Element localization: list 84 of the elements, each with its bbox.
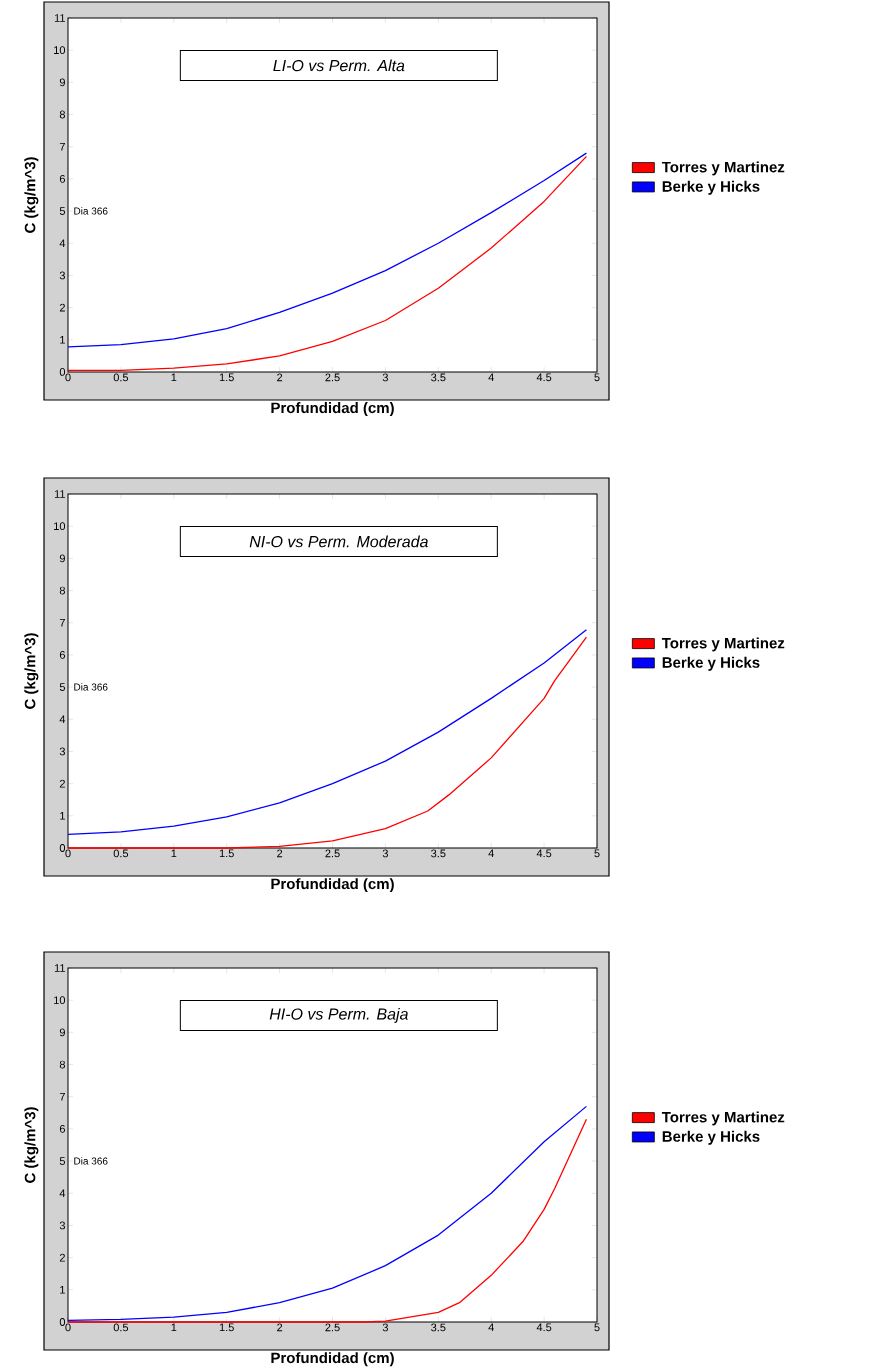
y-axis-title: C (kg/m^3) (24, 1107, 39, 1183)
x-tick-label: 4.5 (536, 1323, 552, 1332)
y-tick-label: 8 (59, 586, 65, 595)
y-tick-label: 11 (54, 490, 65, 498)
annotation: Dia 366 (74, 1157, 108, 1165)
x-tick-label: 1 (171, 1323, 177, 1332)
x-tick-label: 4 (488, 373, 494, 382)
y-tick-label: 7 (59, 142, 65, 151)
legend-label: Torres y Martinez (661, 161, 785, 176)
x-tick-label: 5 (594, 849, 600, 858)
x-tick-label: 2.5 (325, 1323, 340, 1332)
x-axis-title: Profundidad (cm) (271, 878, 394, 893)
x-tick-label: 2 (277, 849, 283, 858)
annotation: Dia 366 (74, 683, 108, 691)
y-tick-label: 9 (59, 1028, 65, 1037)
x-tick-label: 3.5 (431, 849, 446, 858)
x-tick-label: 0.5 (113, 373, 129, 382)
y-tick-label: 7 (59, 618, 65, 627)
y-tick-label: 1 (60, 812, 65, 820)
y-tick-label: 2 (59, 303, 65, 312)
y-tick-label: 9 (59, 78, 65, 87)
y-tick-label: 5 (59, 207, 66, 215)
x-tick-label: 1 (171, 849, 177, 858)
y-tick-label: 0 (59, 844, 66, 852)
y-tick-label: 5 (59, 1157, 66, 1165)
x-tick-label: 4 (488, 1323, 494, 1332)
legend-label: Torres y Martinez (661, 1111, 785, 1126)
y-axis-title: C (kg/m^3) (24, 157, 39, 233)
y-tick-label: 7 (59, 1092, 65, 1101)
x-tick-label: 3.5 (431, 1323, 446, 1332)
y-tick-label: 10 (54, 522, 66, 531)
y-tick-label: 8 (59, 110, 65, 119)
y-tick-label: 11 (54, 964, 65, 972)
legend-label: Berke y Hicks (662, 1130, 760, 1145)
text: LI-O vs Perm. Alta (273, 59, 405, 72)
x-tick-label: 3 (382, 1323, 388, 1332)
y-tick-label: 2 (59, 779, 65, 788)
text: NI-O vs Perm. Moderada (249, 535, 428, 548)
y-tick-label: 10 (54, 996, 66, 1005)
y-axis-title: C (kg/m^3) (24, 633, 39, 709)
x-tick-label: 4 (488, 849, 494, 858)
y-tick-label: 10 (54, 46, 66, 55)
y-tick-label: 2 (59, 1253, 65, 1262)
y-tick-label: 6 (59, 650, 65, 659)
x-tick-label: 5 (594, 373, 600, 382)
x-tick-label: 2.5 (325, 849, 340, 858)
x-tick-label: 1.5 (219, 373, 234, 382)
x-tick-label: 0.5 (113, 1323, 129, 1332)
x-tick-label: 4.5 (536, 849, 552, 858)
x-tick-label: 2 (277, 1323, 283, 1332)
y-tick-label: 3 (59, 271, 65, 280)
x-tick-label: 2.5 (325, 373, 340, 382)
y-tick-label: 4 (59, 1189, 66, 1198)
y-tick-label: 11 (54, 14, 65, 22)
y-tick-label: 1 (60, 336, 65, 344)
legend-label: Torres y Martinez (661, 637, 785, 652)
y-tick-label: 0 (59, 368, 66, 376)
y-tick-label: 5 (59, 683, 66, 691)
y-tick-label: 8 (59, 1060, 65, 1069)
y-tick-label: 4 (59, 239, 66, 248)
y-tick-label: 6 (59, 1125, 65, 1133)
x-axis-title: Profundidad (cm) (271, 1352, 394, 1367)
x-tick-label: 0.5 (113, 849, 129, 858)
y-tick-label: 3 (59, 747, 65, 756)
x-tick-label: 2 (277, 373, 283, 382)
legend-label: Berke y Hicks (662, 180, 760, 195)
y-tick-label: 9 (59, 554, 65, 563)
y-tick-label: 0 (59, 1318, 66, 1326)
x-tick-label: 1.5 (219, 1323, 234, 1332)
annotation: Dia 366 (74, 207, 108, 215)
x-tick-label: 5 (594, 1323, 600, 1332)
y-tick-label: 4 (59, 715, 66, 724)
x-tick-label: 3 (382, 849, 388, 858)
legend-label: Berke y Hicks (662, 656, 760, 671)
x-axis-title: Profundidad (cm) (271, 402, 394, 417)
x-tick-label: 1.5 (219, 849, 234, 858)
text: HI-O vs Perm. Baja (269, 1007, 408, 1023)
y-tick-label: 1 (60, 1286, 65, 1294)
x-tick-label: 4.5 (536, 373, 552, 382)
x-tick-label: 3 (382, 373, 388, 382)
y-tick-label: 3 (59, 1221, 65, 1230)
x-tick-label: 3.5 (431, 373, 446, 382)
y-tick-label: 6 (59, 174, 65, 183)
x-tick-label: 1 (171, 373, 177, 382)
